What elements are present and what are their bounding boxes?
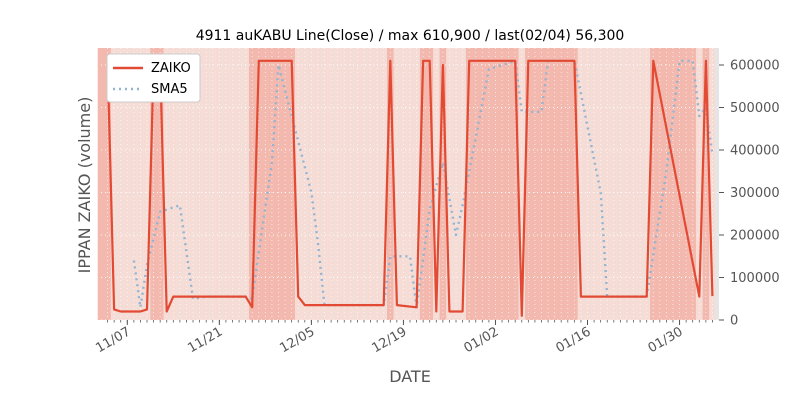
- x-axis-title: DATE: [389, 367, 431, 386]
- y-tick-label: 500000: [730, 101, 780, 116]
- shade-band: [465, 48, 519, 320]
- y-axis-title: IPPAN ZAIKO (volume): [75, 97, 94, 274]
- shade-band: [525, 48, 578, 320]
- y-axis: 0 100000 200000 300000 400000 500000 600000: [719, 59, 780, 329]
- series-line-zaiko: [106, 59, 714, 317]
- chart-title: 4911 auKABU Line(Close) / max 610,900 / …: [196, 28, 625, 44]
- y-tick-label: 600000: [730, 59, 780, 74]
- y-tick-label: 200000: [730, 229, 780, 244]
- grid-lines: [101, 48, 719, 321]
- y-tick-label: 400000: [730, 144, 780, 159]
- legend-label-zaiko: ZAIKO: [151, 61, 191, 76]
- plot-area: [97, 48, 719, 321]
- legend: ZAIKO SMA5: [106, 53, 201, 103]
- y-tick-label: 100000: [730, 271, 780, 286]
- legend-box: [106, 53, 201, 103]
- y-tick-label: 300000: [730, 186, 780, 201]
- legend-label-sma5: SMA5: [151, 82, 188, 97]
- series-layer: [106, 59, 714, 317]
- y-tick-label: 0: [730, 314, 738, 329]
